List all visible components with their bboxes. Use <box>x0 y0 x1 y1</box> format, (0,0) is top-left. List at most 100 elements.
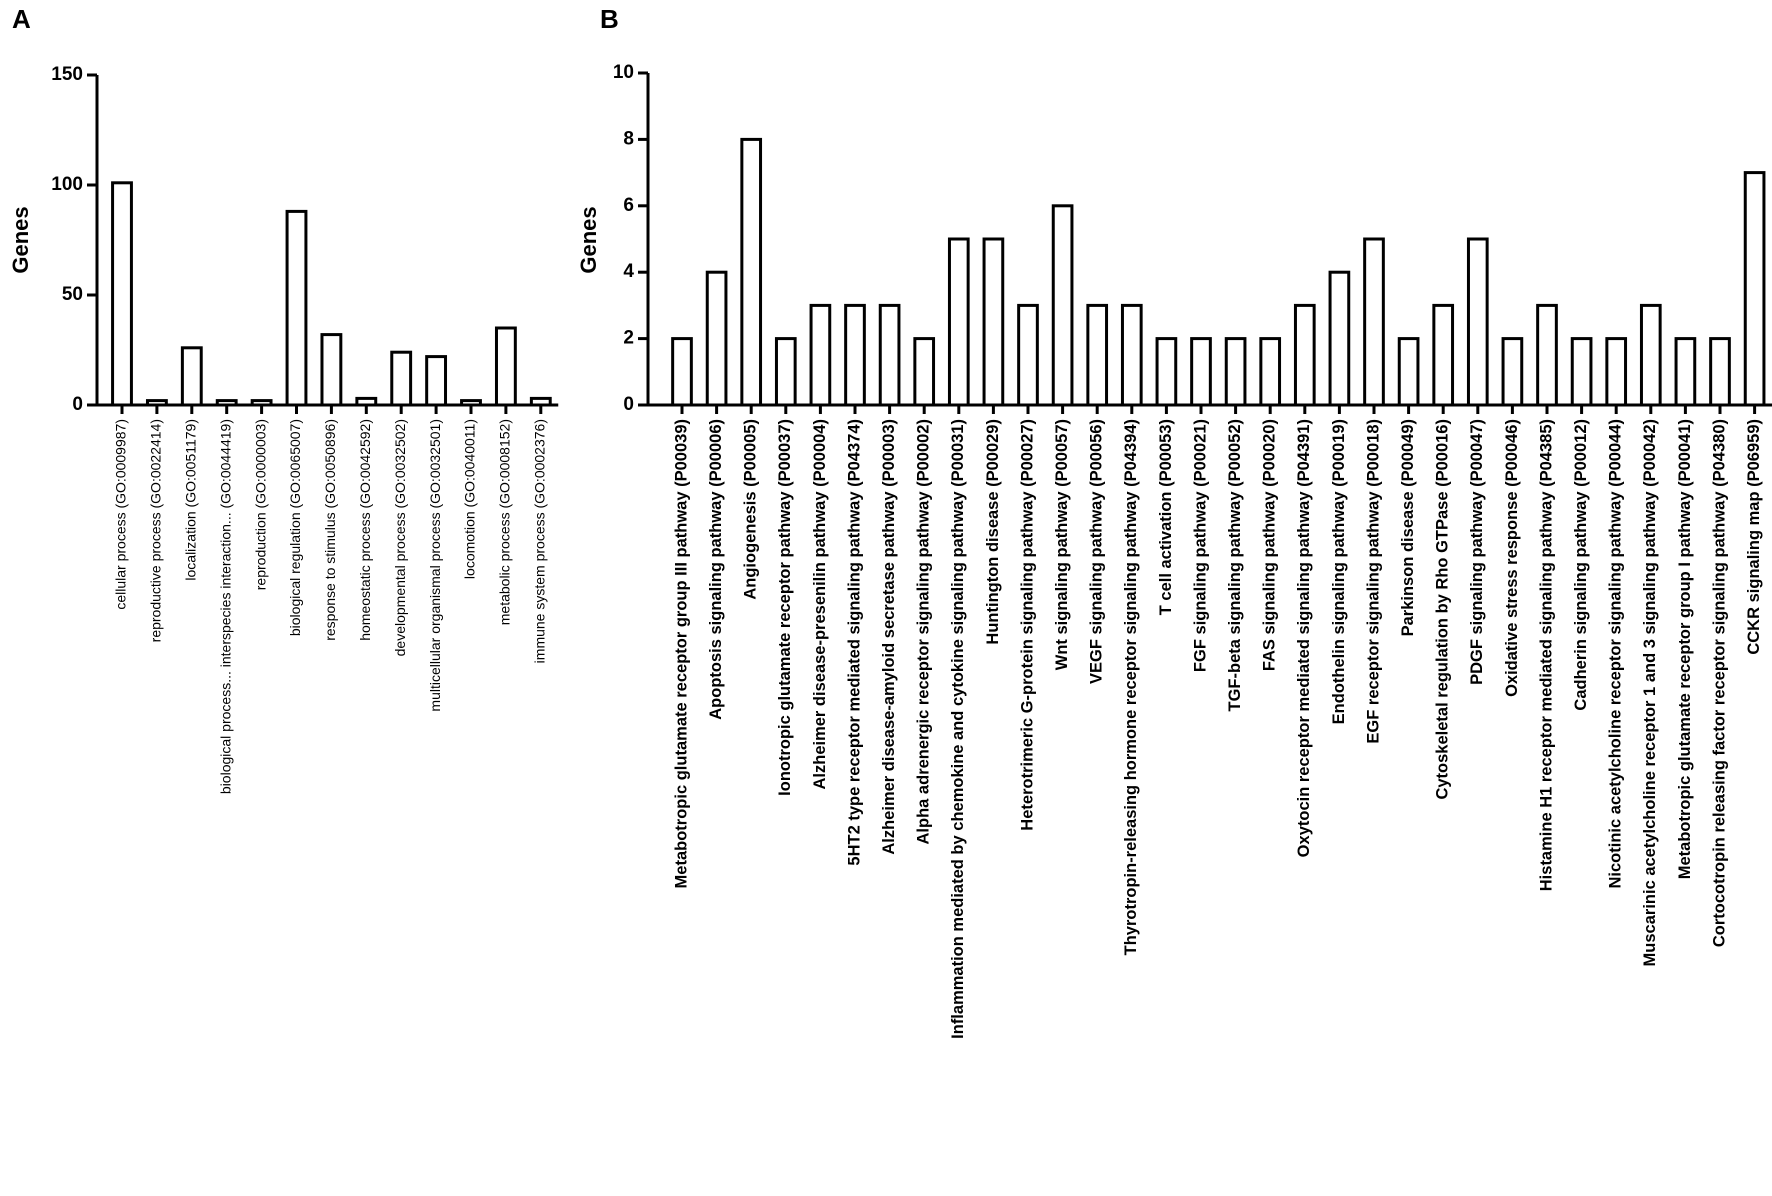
x-tick-label: Oxidative stress response (P00046) <box>1503 419 1521 697</box>
x-tick-label: reproductive process (GO:0022414) <box>148 419 164 642</box>
bar <box>1674 337 1697 407</box>
x-tick-label: FGF signaling pathway (P00021) <box>1191 419 1209 672</box>
x-tick-label: 5HT2 type receptor mediated signaling pa… <box>845 419 863 866</box>
bar <box>809 303 832 407</box>
x-tick-label: Alzheimer disease-presenilin pathway (P0… <box>811 419 829 790</box>
bar <box>1709 337 1731 407</box>
bar <box>215 399 238 407</box>
bar <box>947 237 970 407</box>
x-tick-label: Muscarinic acetylcholine receptor 1 and … <box>1641 419 1659 966</box>
x-tick-label: cellular process (GO:0009987) <box>113 419 129 610</box>
bar <box>494 326 517 407</box>
y-tick-label: 150 <box>51 64 83 85</box>
bar <box>1397 337 1420 407</box>
x-tick-label: response to stimulus (GO:0050896) <box>322 419 338 641</box>
x-tick-label: multicellular organismal process (GO:003… <box>427 419 443 712</box>
bar <box>1605 337 1628 407</box>
x-tick-label: EGF receptor signaling pathway (P00018) <box>1364 419 1382 744</box>
bar <box>1570 337 1593 407</box>
x-tick-label: developmental process (GO:0032502) <box>392 419 408 656</box>
x-tick-label: metabolic process (GO:0008152) <box>497 419 513 625</box>
x-tick-label: reproduction (GO:0000003) <box>252 419 268 590</box>
bar <box>1120 303 1143 407</box>
bar <box>774 337 797 407</box>
x-tick-label: biological process... interspecies inter… <box>217 419 233 794</box>
bar <box>705 270 728 407</box>
bar <box>844 303 866 407</box>
x-tick-label: homeostatic process (GO:0042592) <box>357 419 373 641</box>
x-tick-label: Endothelin signaling pathway (P00019) <box>1330 419 1348 724</box>
x-tick-label: Thyrotropin-releasing hormone receptor s… <box>1122 419 1140 955</box>
y-tick-label: 0 <box>72 394 83 415</box>
x-tick-label: T cell activation (P00053) <box>1157 419 1175 615</box>
x-tick-label: Apoptosis signaling pathway (P00006) <box>707 419 725 720</box>
bar <box>250 399 273 407</box>
x-tick-label: TGF-beta signaling pathway (P00052) <box>1226 419 1244 711</box>
y-tick-label: 6 <box>623 195 634 216</box>
bar <box>1155 337 1178 407</box>
x-tick-label: Nicotinic acetylcholine receptor signali… <box>1607 419 1625 888</box>
bar <box>355 396 378 407</box>
bar <box>1536 303 1558 407</box>
bar <box>1363 237 1385 407</box>
bar <box>740 137 763 407</box>
bar <box>1051 204 1074 407</box>
x-tick-label: CCKR signaling map (P06959) <box>1745 419 1763 655</box>
bar <box>1293 303 1316 407</box>
y-tick-label: 100 <box>51 174 83 195</box>
y-tick-label: 0 <box>623 394 634 415</box>
bar <box>180 346 203 407</box>
y-tick-label: 4 <box>623 261 634 282</box>
bar <box>1224 337 1247 407</box>
bar <box>1501 337 1524 407</box>
x-tick-label: VEGF signaling pathway (P00056) <box>1088 419 1106 684</box>
y-tick-label: 10 <box>613 62 634 83</box>
panel-label: A <box>12 4 31 34</box>
bar <box>320 333 343 407</box>
panel-label: B <box>600 4 619 34</box>
y-tick-label: 50 <box>62 284 83 305</box>
x-tick-label: PDGF signaling pathway (P00047) <box>1468 419 1486 685</box>
y-axis-label: Genes <box>8 206 33 273</box>
bar <box>671 337 693 407</box>
bar <box>913 337 936 407</box>
bar <box>529 396 552 407</box>
x-tick-label: Inflammation mediated by chemokine and c… <box>949 419 967 1039</box>
bar <box>1328 270 1351 407</box>
bar <box>1466 237 1489 407</box>
x-tick-label: Huntington disease (P00029) <box>984 419 1002 645</box>
bar <box>111 181 133 407</box>
x-tick-label: Cytoskeletal regulation by Rho GTPase (P… <box>1434 419 1452 800</box>
x-tick-label: Cadherin signaling pathway (P00012) <box>1572 419 1590 711</box>
bar <box>1086 303 1109 407</box>
bar <box>1432 303 1455 407</box>
x-tick-label: Cortocotropin releasing factor receptor … <box>1710 419 1728 947</box>
bar <box>982 237 1005 407</box>
x-tick-label: FAS signaling pathway (P00020) <box>1261 419 1279 671</box>
x-tick-label: Wnt signaling pathway (P00057) <box>1053 419 1071 670</box>
bar <box>285 209 308 407</box>
bar <box>425 355 448 407</box>
x-tick-label: biological regulation (GO:0065007) <box>287 419 303 636</box>
bar <box>1639 303 1662 407</box>
x-tick-label: Metabotropic glutamate receptor group II… <box>672 419 690 888</box>
x-tick-label: immune system process (GO:0002376) <box>532 419 548 663</box>
x-tick-label: Metabotropic glutamate receptor group I … <box>1676 419 1694 879</box>
bar <box>1017 303 1039 407</box>
y-axis-label: Genes <box>576 206 601 273</box>
x-tick-label: Alpha adrenergic receptor signaling path… <box>915 419 933 844</box>
x-tick-label: locomotion (GO:0040011) <box>462 419 478 579</box>
bar <box>1259 337 1282 407</box>
bar <box>460 399 482 407</box>
y-tick-label: 8 <box>623 128 634 149</box>
bar <box>145 399 168 407</box>
x-tick-label: Parkinson disease (P00049) <box>1399 419 1417 636</box>
bar <box>390 350 413 407</box>
x-tick-label: localization (GO:0051179) <box>183 419 199 581</box>
x-tick-label: Histamine H1 receptor mediated signaling… <box>1537 419 1555 891</box>
bar <box>878 303 901 407</box>
x-tick-label: Ionotropic glutamate receptor pathway (P… <box>776 419 794 796</box>
bar <box>1190 337 1212 407</box>
bar <box>1743 171 1766 407</box>
